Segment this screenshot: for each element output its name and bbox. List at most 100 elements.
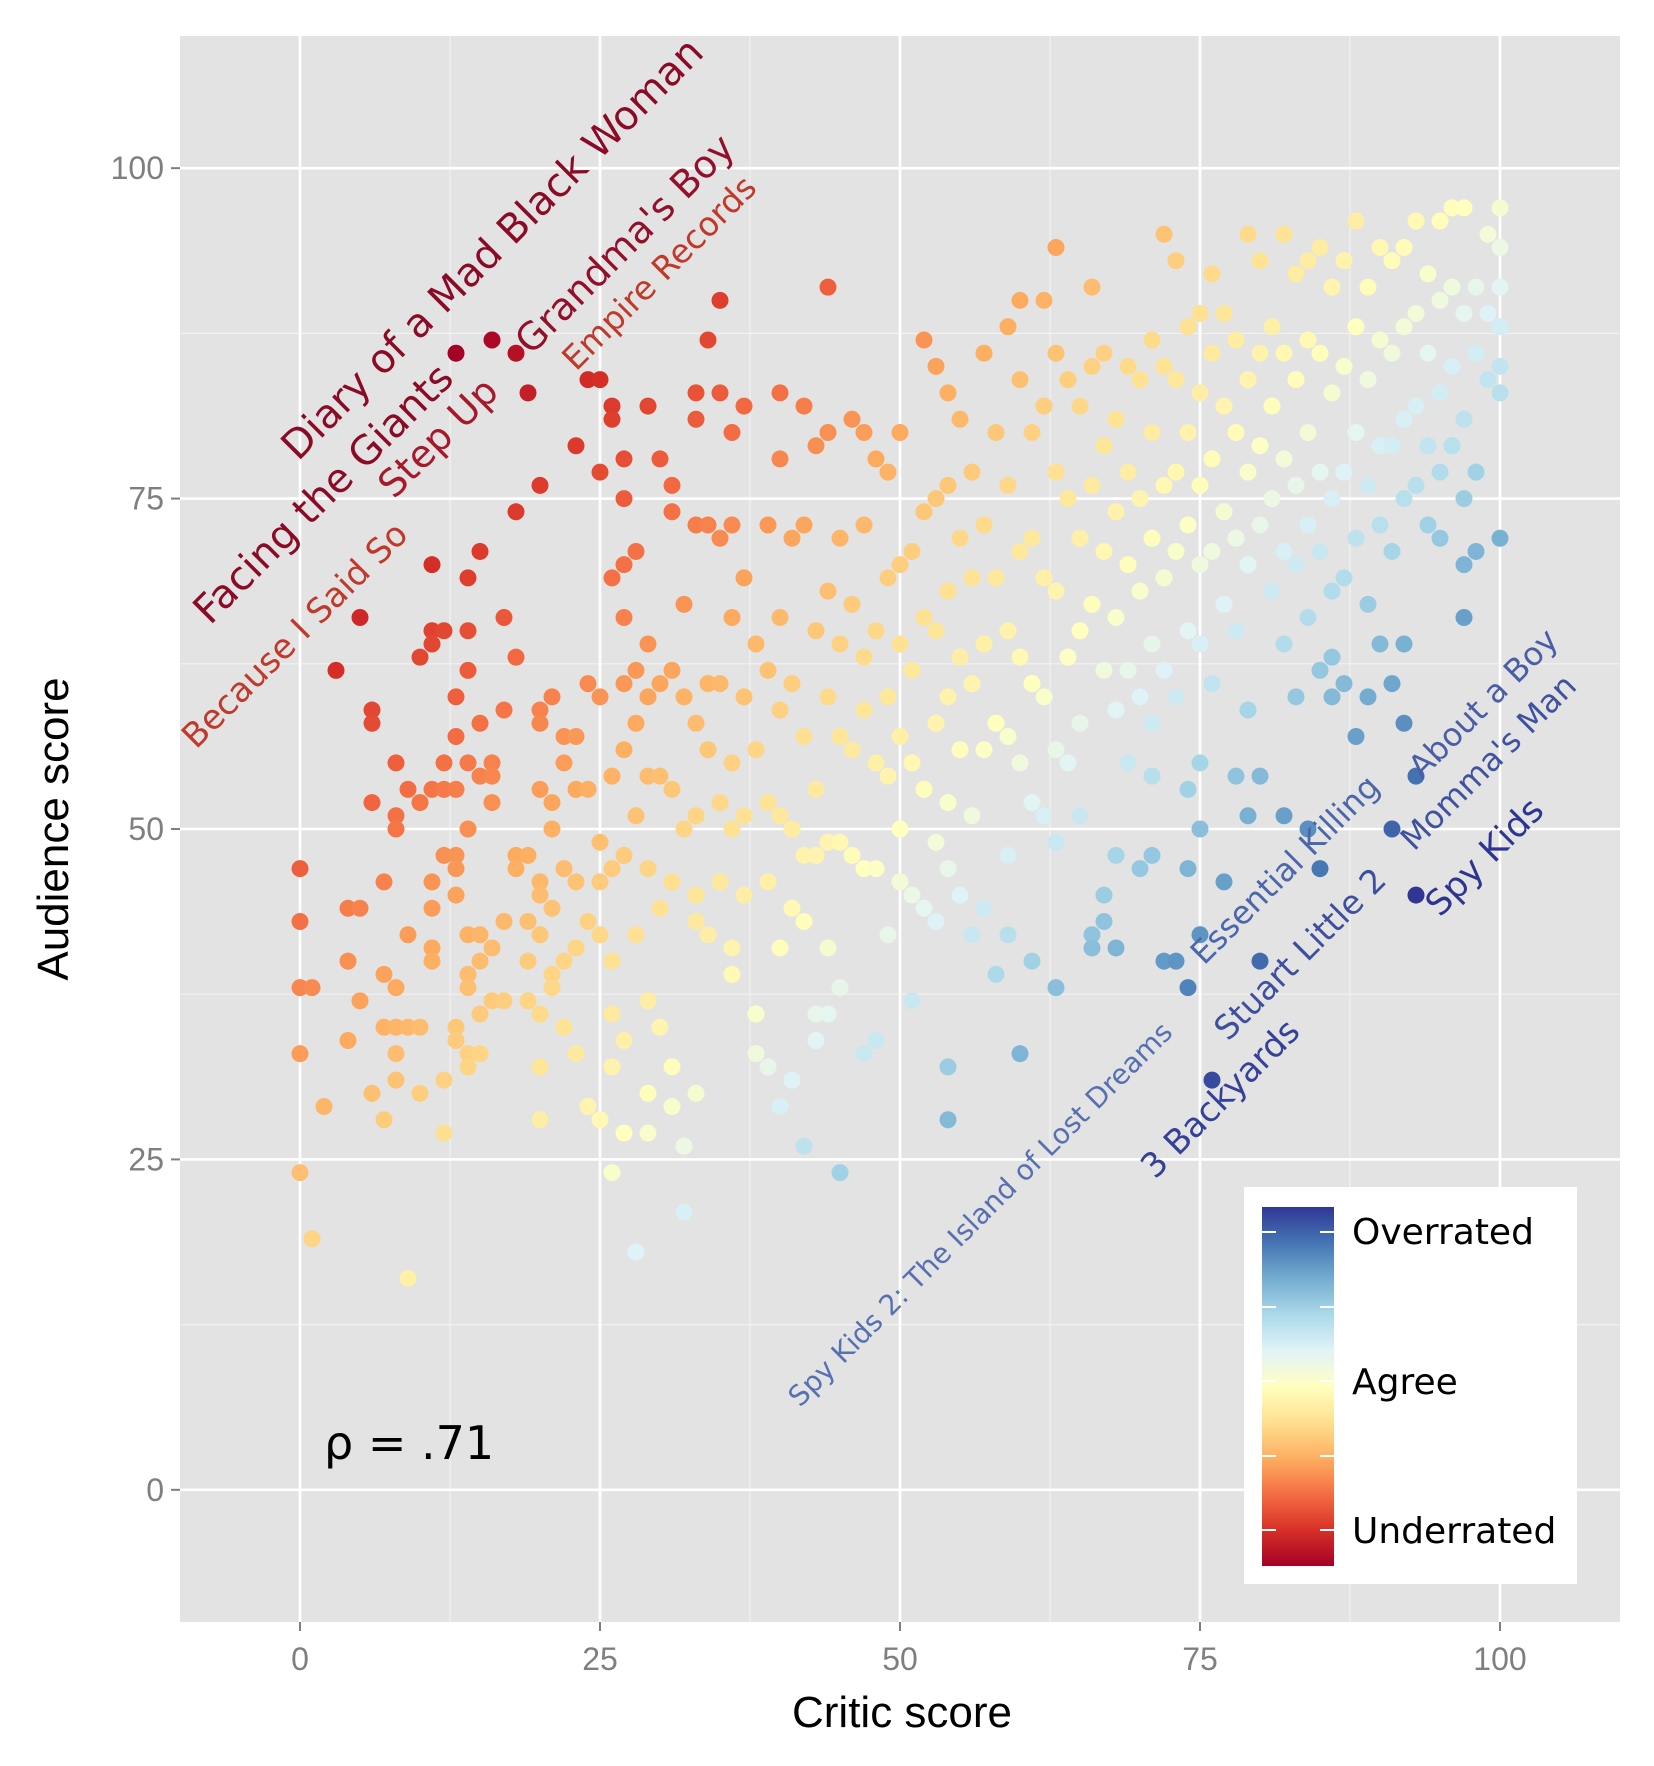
data-point — [987, 424, 1005, 441]
data-point — [459, 1058, 477, 1076]
data-point — [1083, 595, 1101, 613]
data-point — [327, 661, 345, 679]
data-point — [1083, 357, 1101, 375]
legend-ticks — [1262, 1231, 1334, 1531]
data-point — [687, 714, 705, 732]
data-point — [1371, 238, 1389, 256]
data-point — [567, 873, 585, 891]
data-point — [819, 424, 837, 441]
data-point — [1323, 384, 1341, 402]
data-point — [1467, 278, 1485, 296]
data-point — [1059, 648, 1077, 666]
data-point — [1455, 410, 1473, 428]
data-point — [615, 1031, 633, 1049]
data-point — [747, 741, 765, 759]
data-point — [399, 1269, 417, 1287]
data-point — [711, 291, 729, 309]
data-point — [1095, 344, 1113, 362]
data-point — [567, 727, 585, 745]
data-point — [387, 820, 405, 838]
y-tick-label: 75 — [128, 481, 164, 517]
data-point — [435, 622, 453, 640]
data-point — [531, 476, 549, 494]
data-point — [1095, 661, 1113, 679]
data-point — [1371, 437, 1389, 455]
data-point — [1143, 424, 1161, 441]
data-point — [591, 371, 609, 389]
data-point — [615, 675, 633, 693]
data-point — [879, 767, 897, 785]
data-point — [1107, 939, 1125, 957]
data-point — [1395, 714, 1413, 732]
data-point — [927, 714, 945, 732]
data-point — [483, 794, 501, 812]
data-point — [1035, 807, 1053, 825]
data-point — [663, 1058, 681, 1076]
data-point — [1023, 529, 1041, 547]
data-point — [1491, 318, 1509, 336]
data-point — [759, 661, 777, 679]
data-point — [1119, 661, 1137, 679]
data-point — [927, 622, 945, 640]
data-point — [1491, 238, 1509, 256]
data-point — [1479, 225, 1497, 243]
data-point — [1203, 1071, 1221, 1089]
data-point — [1143, 529, 1161, 547]
x-tick-label: 0 — [291, 1641, 309, 1677]
data-point — [1071, 529, 1089, 547]
data-point — [855, 860, 873, 878]
data-point — [591, 926, 609, 944]
data-point — [1227, 331, 1245, 349]
data-point — [639, 688, 657, 706]
data-point — [927, 490, 945, 508]
data-point — [543, 820, 561, 838]
data-point — [459, 622, 477, 640]
data-point — [507, 860, 525, 878]
data-point — [879, 926, 897, 944]
data-point — [1455, 556, 1473, 574]
data-point — [555, 754, 573, 772]
data-point — [1419, 516, 1437, 534]
data-point — [579, 913, 597, 931]
data-point — [1155, 476, 1173, 494]
y-tick-label: 100 — [111, 150, 164, 186]
data-point — [1443, 278, 1461, 296]
data-point — [975, 635, 993, 653]
data-point — [723, 754, 741, 772]
data-point — [1359, 476, 1377, 494]
data-point — [471, 542, 489, 560]
data-point — [795, 397, 813, 415]
data-point — [843, 410, 861, 428]
data-point — [1131, 688, 1149, 706]
data-point — [939, 384, 957, 402]
data-point — [867, 622, 885, 640]
data-point — [831, 833, 849, 851]
data-point — [771, 807, 789, 825]
data-point — [639, 635, 657, 653]
data-point — [1191, 820, 1209, 838]
data-point — [1119, 754, 1137, 772]
data-point — [1251, 437, 1269, 455]
data-point — [615, 846, 633, 864]
data-point — [783, 899, 801, 917]
data-point — [1239, 371, 1257, 389]
data-point — [699, 675, 717, 693]
data-point — [1215, 503, 1233, 521]
data-point — [351, 899, 369, 917]
data-point — [831, 635, 849, 653]
data-point — [939, 476, 957, 494]
data-point — [1275, 635, 1293, 653]
data-point — [663, 873, 681, 891]
data-point — [1371, 331, 1389, 349]
data-point — [603, 1164, 621, 1182]
data-point — [879, 569, 897, 587]
data-point — [663, 476, 681, 494]
data-point — [1443, 357, 1461, 375]
data-point — [975, 741, 993, 759]
data-point — [1287, 556, 1305, 574]
data-point — [447, 344, 465, 362]
data-point — [1239, 701, 1257, 719]
data-point — [807, 437, 825, 455]
data-point — [483, 331, 501, 349]
data-point — [1347, 212, 1365, 230]
